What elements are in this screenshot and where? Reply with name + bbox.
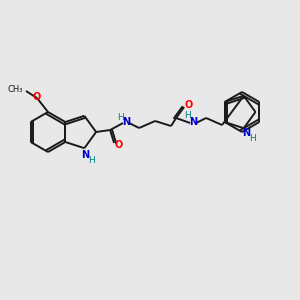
Text: N: N [189,117,197,127]
Text: N: N [242,128,250,138]
Text: O: O [33,92,41,102]
Text: N: N [122,117,130,127]
Text: N: N [81,150,89,160]
Text: O: O [115,140,123,150]
Text: CH₃: CH₃ [8,85,23,94]
Text: H: H [117,112,124,122]
Text: H: H [249,134,256,143]
Text: H: H [88,156,95,165]
Text: O: O [185,100,193,110]
Text: H: H [184,112,190,121]
